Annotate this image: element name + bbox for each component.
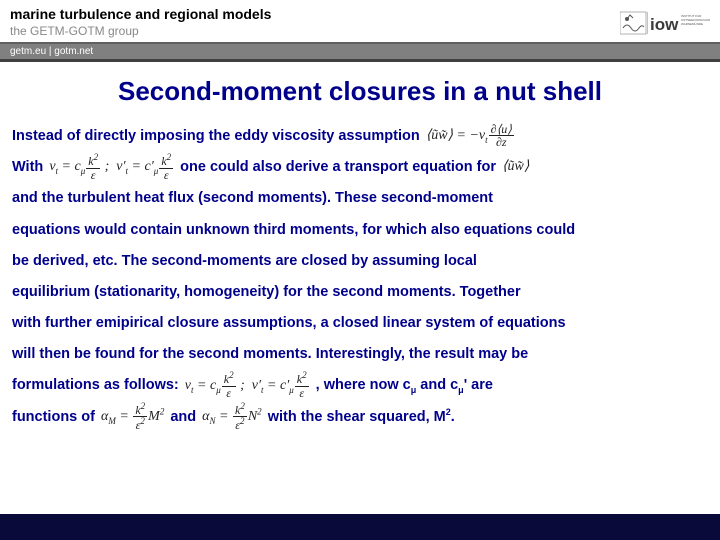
line-4: equations would contain unknown third mo… (12, 215, 708, 246)
line-8: will then be found for the second moment… (12, 339, 708, 370)
svg-text:WARNEMÜNDE: WARNEMÜNDE (681, 22, 703, 26)
header-left: marine turbulence and regional models th… (10, 6, 620, 38)
equation-6: αN = k2ε2N2 (200, 409, 264, 424)
line-1: Instead of directly imposing the eddy vi… (12, 121, 708, 152)
text-p10c: with the shear squared, M2. (268, 409, 455, 425)
line-5: be derived, etc. The second-moments are … (12, 246, 708, 277)
slide-title: Second-moment closures in a nut shell (0, 76, 720, 107)
url-bar: getm.eu | gotm.net (0, 42, 720, 62)
svg-text:iow: iow (650, 15, 679, 34)
text-p9a: formulations as follows: (12, 377, 179, 393)
line-6: equilibrium (stationarity, homogeneity) … (12, 277, 708, 308)
text-p9b: , where now cμ and cμ' are (316, 377, 493, 393)
text-p10a: functions of (12, 409, 95, 425)
slide-body: Instead of directly imposing the eddy vi… (0, 121, 720, 433)
slide-header: marine turbulence and regional models th… (0, 0, 720, 42)
equation-4: νt = cμk2ε ; ν′t = c′μk2ε (183, 378, 312, 393)
text-p10b: and (170, 409, 196, 425)
equation-3: ⟨ũw̃⟩ (500, 159, 531, 174)
text-p2b: one could also derive a transport equati… (180, 159, 496, 175)
text-p1a: Instead of directly imposing the eddy vi… (12, 128, 420, 144)
equation-2: νt = cμk2ε ; ν′t = c′μk2ε (47, 159, 176, 174)
equation-5: αM = k2ε2M2 (99, 409, 166, 424)
iow-logo-icon: iow INSTITUT FÜR OSTSEEFORSCHUNG WARNEMÜ… (620, 6, 710, 40)
slide-footer (0, 514, 720, 540)
line-9: formulations as follows: νt = cμk2ε ; ν′… (12, 370, 708, 401)
line-10: functions of αM = k2ε2M2 and αN = k2ε2N2… (12, 402, 708, 433)
line-2: With νt = cμk2ε ; ν′t = c′μk2ε one could… (12, 152, 708, 183)
line-3: and the turbulent heat flux (second mome… (12, 183, 708, 214)
svg-text:OSTSEEFORSCHUNG: OSTSEEFORSCHUNG (681, 18, 710, 22)
header-subtitle: the GETM-GOTM group (10, 24, 620, 38)
svg-text:INSTITUT FÜR: INSTITUT FÜR (681, 14, 702, 18)
equation-1: ⟨ũw̃⟩ = −νt∂⟨u⟩∂z (424, 128, 517, 143)
text-p2a: With (12, 159, 43, 175)
line-7: with further emipirical closure assumpti… (12, 308, 708, 339)
header-logo: iow INSTITUT FÜR OSTSEEFORSCHUNG WARNEMÜ… (620, 6, 710, 40)
header-title: marine turbulence and regional models (10, 6, 620, 22)
